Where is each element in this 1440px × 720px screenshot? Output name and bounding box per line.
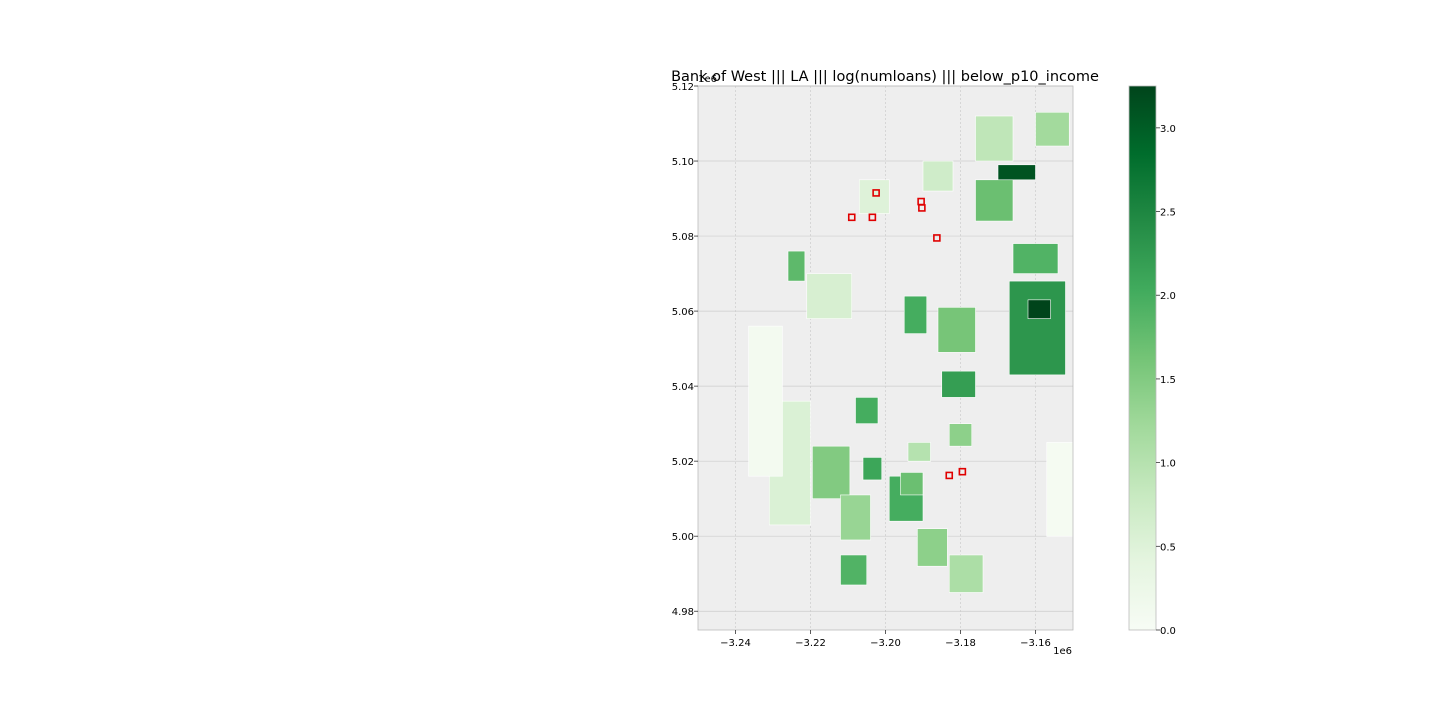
census-tract-region <box>937 307 976 353</box>
census-tract-region <box>1046 442 1073 537</box>
y-tick-label: 5.12 <box>672 82 694 93</box>
colorbar-tick-label: 1.0 <box>1160 459 1176 470</box>
colorbar-ticks: 0.0 0.5 1.0 1.5 2.0 2.5 3.0 <box>1156 124 1176 637</box>
census-tract-region <box>806 273 853 319</box>
highlight-layer <box>847 189 967 480</box>
branch-highlight-marker <box>918 204 926 212</box>
colorbar <box>1128 85 1157 631</box>
branch-highlight-marker <box>868 213 877 222</box>
y-tick-label: 5.08 <box>672 232 694 243</box>
census-tract-region <box>812 445 851 499</box>
x-axis: −3.24 −3.22 −3.20 −3.18 −3.16 <box>720 630 1051 649</box>
branch-highlight-marker <box>847 213 856 222</box>
census-tract-region <box>975 115 1014 162</box>
census-tract-region <box>862 457 883 481</box>
y-tick-label: 5.10 <box>672 157 694 168</box>
x-tick-label: −3.16 <box>1020 638 1051 649</box>
branch-highlight-marker <box>945 471 954 480</box>
census-tract-region <box>840 554 868 586</box>
x-tick-label: −3.18 <box>945 638 976 649</box>
chart-title: Bank of West ||| LA ||| log(numloans) ||… <box>671 69 1099 85</box>
x-tick-label: −3.20 <box>870 638 901 649</box>
census-tract-region <box>840 494 871 541</box>
region-layer <box>748 111 1073 593</box>
y-tick-label: 4.98 <box>672 607 694 618</box>
census-tract-region <box>917 528 948 567</box>
census-tract-region <box>855 397 879 424</box>
census-tract-region <box>787 250 806 282</box>
y-tick-label: 5.00 <box>672 532 694 543</box>
branch-highlight-marker <box>958 467 967 476</box>
census-tract-region <box>922 160 954 192</box>
colorbar-tick-label: 1.5 <box>1160 375 1176 386</box>
x-offset-label: 1e6 <box>1053 646 1072 657</box>
branch-highlight-marker <box>872 189 880 197</box>
census-tract-region <box>1035 111 1070 147</box>
census-tract-region <box>941 370 976 398</box>
y-offset-label: 1e6 <box>698 74 717 85</box>
census-tract-region <box>900 472 924 496</box>
colorbar-tick-label: 2.0 <box>1160 291 1176 302</box>
census-tract-region <box>748 325 783 477</box>
census-tract-region <box>907 442 931 462</box>
y-tick-label: 5.04 <box>672 382 694 393</box>
census-tract-region <box>903 295 928 334</box>
y-axis: 4.98 5.00 5.02 5.04 5.06 5.08 5.10 5.12 <box>672 82 698 618</box>
x-tick-label: −3.22 <box>795 638 826 649</box>
colorbar-tick-label: 3.0 <box>1160 124 1176 135</box>
census-tract-region <box>1008 280 1066 376</box>
census-tract-region <box>948 554 984 593</box>
y-tick-label: 5.06 <box>672 307 694 318</box>
colorbar-tick-label: 2.5 <box>1160 208 1176 219</box>
census-tract-region <box>1027 299 1051 319</box>
x-tick-label: −3.24 <box>720 638 751 649</box>
census-tract-region <box>948 423 973 447</box>
census-tract-region <box>975 179 1014 222</box>
colorbar-tick-label: 0.5 <box>1160 542 1176 553</box>
census-tract-region <box>1012 243 1059 274</box>
branch-highlight-marker <box>933 234 941 242</box>
census-tract-region <box>997 164 1036 181</box>
y-tick-label: 5.02 <box>672 457 694 468</box>
colorbar-tick-label: 0.0 <box>1160 626 1176 637</box>
